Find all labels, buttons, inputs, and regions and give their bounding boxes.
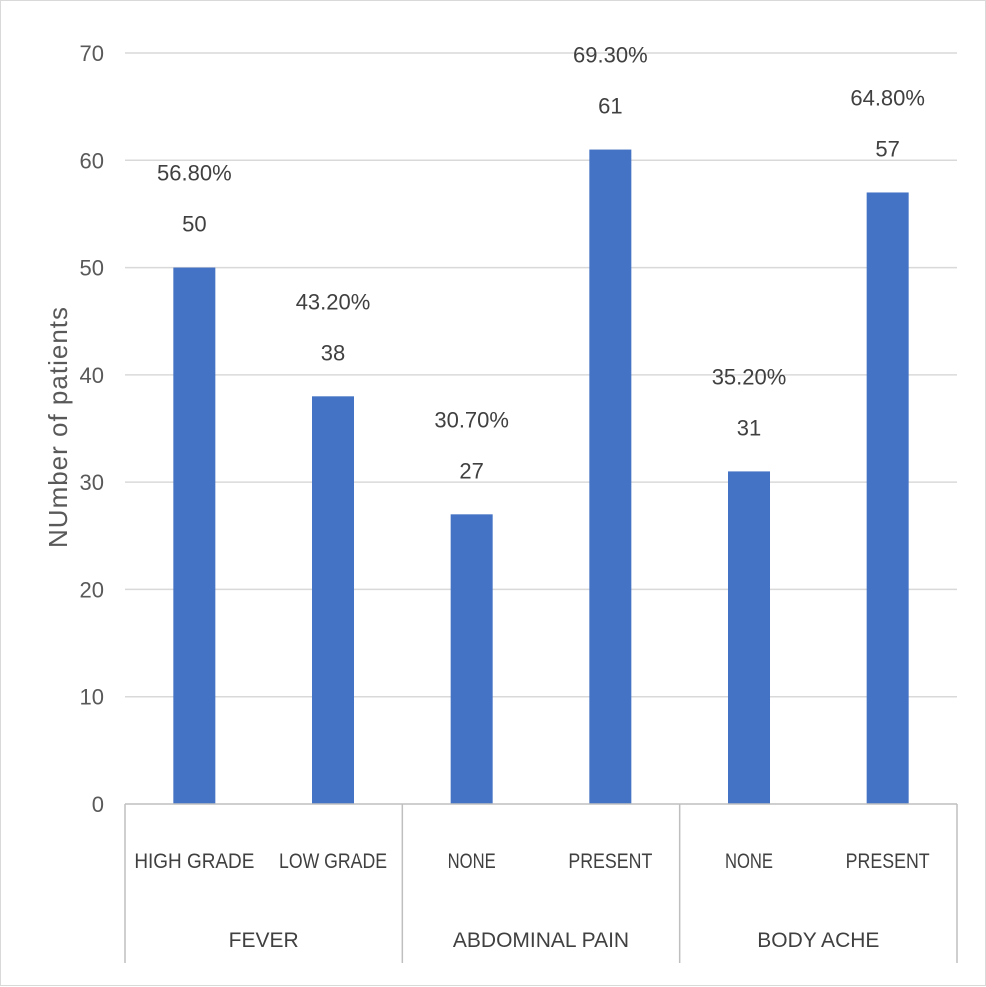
value-label: 57 xyxy=(875,136,899,161)
category-label: LOW GRADE xyxy=(279,850,387,873)
y-axis-ticks: 0 10 20 30 40 50 60 70 xyxy=(80,41,104,817)
value-label: 61 xyxy=(598,94,622,119)
bar xyxy=(312,396,354,804)
value-label: 31 xyxy=(737,415,761,440)
bars xyxy=(173,149,909,805)
bar xyxy=(728,471,770,804)
category-label: NONE xyxy=(725,850,773,873)
percent-label: 64.80% xyxy=(850,85,925,110)
x-axis: HIGH GRADE LOW GRADE NONE PRESENT NONE PRESEN… xyxy=(124,803,958,963)
bar xyxy=(589,149,632,805)
value-label: 38 xyxy=(321,340,345,365)
value-label: 50 xyxy=(182,212,206,237)
group-label: BODY ACHE xyxy=(757,929,879,952)
bar xyxy=(866,192,909,804)
percent-label: 30.70% xyxy=(434,407,509,432)
y-tick-label: 30 xyxy=(80,470,104,495)
category-label: NONE xyxy=(448,850,496,873)
y-tick-label: 20 xyxy=(80,577,104,602)
value-label: 27 xyxy=(459,458,483,483)
y-tick-label: 10 xyxy=(80,685,104,710)
bar xyxy=(450,514,493,804)
category-label: HIGH GRADE xyxy=(134,850,254,873)
group-label: ABDOMINAL PAIN xyxy=(453,929,629,952)
bar xyxy=(173,267,216,805)
group-label: FEVER xyxy=(229,929,299,952)
y-tick-label: 0 xyxy=(92,792,104,817)
gridlines xyxy=(125,52,957,698)
percent-label: 35.20% xyxy=(712,364,787,389)
y-tick-label: 50 xyxy=(80,256,104,281)
y-tick-label: 70 xyxy=(80,41,104,66)
y-tick-label: 40 xyxy=(80,363,104,388)
y-axis-label: NUmber of patients xyxy=(43,306,73,548)
percent-label: 69.30% xyxy=(573,43,648,68)
percent-label: 43.20% xyxy=(296,289,371,314)
category-label: PRESENT xyxy=(846,850,930,873)
category-label: PRESENT xyxy=(568,850,652,873)
y-tick-label: 60 xyxy=(80,148,104,173)
percent-label: 56.80% xyxy=(157,161,232,186)
data-labels: 56.80% 50 43.20% 38 30.70% 27 69.30% 61 35.20% 31… xyxy=(157,43,925,484)
